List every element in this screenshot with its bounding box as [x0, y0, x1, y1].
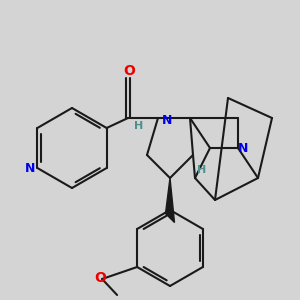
- Polygon shape: [166, 178, 175, 223]
- Text: N: N: [25, 163, 35, 176]
- Text: O: O: [123, 64, 135, 78]
- Text: N: N: [238, 142, 248, 155]
- Text: H: H: [134, 121, 144, 131]
- Text: N: N: [162, 113, 172, 127]
- Text: O: O: [94, 271, 106, 285]
- Text: H: H: [197, 165, 207, 175]
